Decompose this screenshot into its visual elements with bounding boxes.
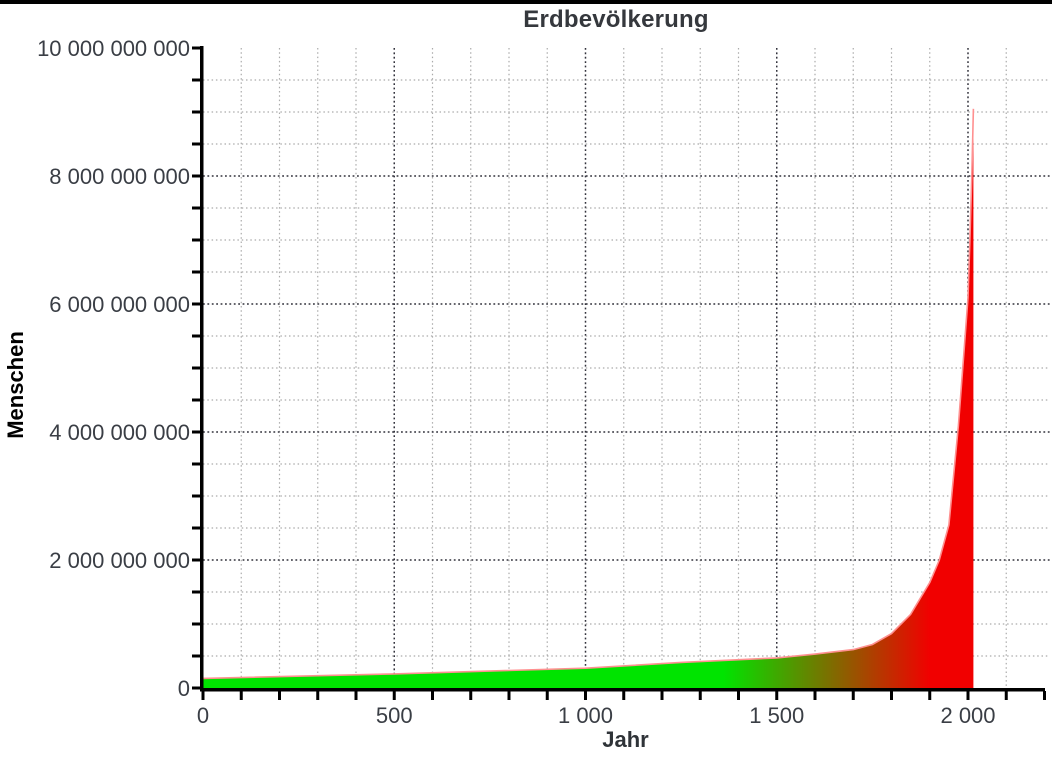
x-tick-label: 0 — [197, 703, 209, 728]
y-tick-label: 8 000 000 000 — [49, 164, 190, 189]
y-tick-label: 2 000 000 000 — [49, 548, 190, 573]
chart-title: Erdbevölkerung — [523, 6, 709, 33]
x-tick-label: 1 500 — [749, 703, 804, 728]
x-tick-label: 500 — [376, 703, 413, 728]
y-tick-label: 0 — [178, 676, 190, 701]
y-axis-title: Menschen — [3, 331, 28, 439]
x-tick-label: 2 000 — [940, 703, 995, 728]
screenshot-top-border — [0, 0, 1052, 4]
y-tick-label: 4 000 000 000 — [49, 420, 190, 445]
area-series-fill — [203, 108, 974, 689]
x-axis-title: Jahr — [602, 727, 649, 752]
y-tick-label: 6 000 000 000 — [49, 292, 190, 317]
x-tick-label: 1 000 — [558, 703, 613, 728]
series-line — [202, 108, 975, 680]
y-tick-label: 10 000 000 000 — [37, 36, 190, 61]
